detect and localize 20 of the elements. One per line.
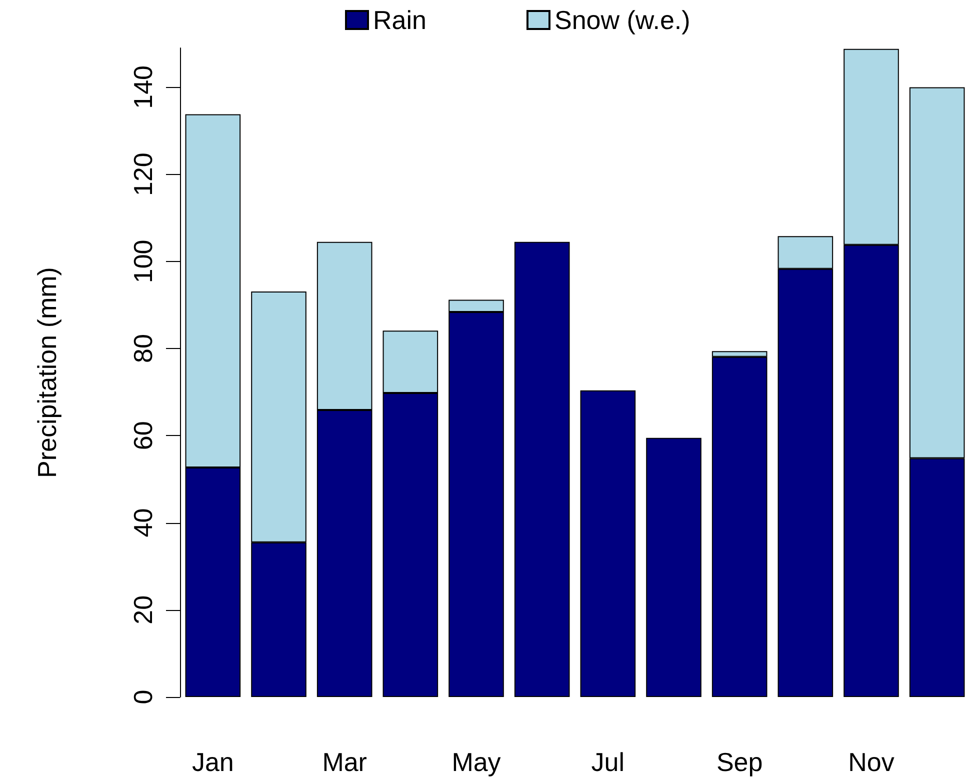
legend-label: Rain [373,5,426,35]
bar [646,438,702,697]
x-tick-label: Mar [322,747,368,777]
x-tick-label: Sep [716,747,763,777]
y-tick-label: 100 [128,240,158,284]
x-tick-label: Jul [591,747,625,777]
x-tick-label: May [452,747,501,777]
y-axis-title: Precipitation (mm) [32,267,62,478]
y-tick-label: 60 [128,421,158,450]
y-tick-label: 140 [128,66,158,109]
y-tick-label: 0 [128,690,158,704]
x-tick-label: Nov [848,747,894,777]
legend-label: Snow (w.e.) [554,5,690,35]
bar [514,242,570,697]
bar [580,390,636,697]
y-tick-label: 80 [128,334,158,364]
x-tick-label: Jan [192,747,234,777]
y-tick-label: 120 [128,152,158,196]
y-tick-label: 20 [128,595,158,624]
y-tick-label: 40 [128,508,158,538]
